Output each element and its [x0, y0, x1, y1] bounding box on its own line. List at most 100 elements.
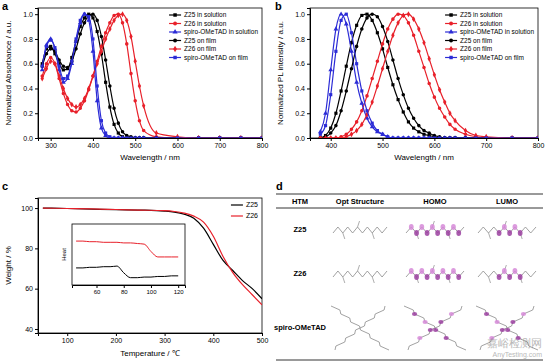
tick-label: 0.8: [295, 36, 305, 43]
tick: 120: [174, 285, 185, 295]
orbital-lobe: [513, 224, 518, 230]
marker: [218, 136, 221, 138]
axis: 0.00.20.40.60.81.0: [23, 9, 38, 142]
tick-mark: [35, 289, 38, 290]
molecule-sketch: [335, 306, 385, 350]
marker: [345, 134, 348, 138]
marker: [108, 135, 111, 138]
panel-label: d: [276, 180, 283, 192]
marker: [407, 136, 410, 138]
marker: [197, 136, 200, 138]
legend-label: Z26 in solution: [460, 20, 503, 27]
marker: [360, 27, 364, 31]
legend-label: spiro-OMeTAD in solution: [184, 28, 258, 36]
marker: [354, 80, 359, 84]
marker: [239, 136, 242, 138]
marker: [57, 73, 60, 79]
plot-area: [43, 208, 262, 305]
tick-label: 300: [45, 142, 57, 149]
legend-label: Z25 on film: [460, 37, 492, 44]
orbital-lobe: [414, 230, 419, 236]
tick-mark: [538, 138, 539, 141]
tick-mark: [178, 285, 179, 288]
molecule-branch: [372, 277, 374, 283]
series-line: [42, 14, 262, 138]
tick-label: 600: [429, 142, 441, 149]
series-line: [320, 14, 538, 138]
marker: [121, 136, 124, 138]
marker: [340, 89, 343, 92]
legend-marker: [448, 29, 453, 34]
marker: [108, 84, 112, 88]
orbital-lobe: [446, 274, 451, 280]
tick: 0.8: [295, 36, 310, 43]
marker: [70, 60, 73, 63]
legend-label: Z25 in solution: [460, 11, 503, 18]
tick-label: 400: [88, 142, 100, 149]
orbital-lobe: [441, 268, 446, 274]
axis-line: [35, 9, 39, 139]
tick-mark: [307, 113, 310, 114]
tick-mark: [116, 333, 117, 336]
marker: [448, 110, 451, 116]
marker: [239, 136, 242, 138]
orbital-lobe: [456, 230, 461, 236]
marker: [407, 11, 410, 17]
tick-label: 80: [121, 289, 128, 295]
marker: [142, 136, 146, 138]
marker: [95, 19, 99, 23]
orbital-lobe: [507, 230, 512, 236]
marker: [396, 77, 400, 81]
marker: [536, 136, 538, 138]
orbital-lobe: [497, 274, 502, 280]
legend-label: spiro-OMeTAD on film: [460, 54, 524, 62]
marker: [511, 136, 514, 138]
marker: [49, 39, 52, 42]
marker: [134, 136, 137, 138]
marker: [485, 136, 488, 138]
orbital-lobe: [433, 328, 438, 332]
marker: [197, 136, 201, 138]
legend-label: Z26 on film: [460, 45, 492, 52]
series-line: [42, 14, 262, 138]
axis-line: [39, 139, 263, 142]
orbital-lobe: [414, 274, 419, 280]
orbital-lobe: [417, 336, 422, 340]
marker: [396, 12, 400, 16]
marker: [41, 76, 44, 82]
molecule-sketch: [404, 306, 466, 350]
tick: 60: [94, 285, 101, 295]
marker: [371, 19, 374, 22]
plot-area: [40, 11, 262, 138]
orbital-lobe: [502, 268, 507, 274]
marker: [510, 136, 514, 138]
marker: [129, 72, 133, 76]
column-header: HOMO: [423, 197, 446, 206]
marker: [402, 12, 405, 18]
marker: [176, 134, 179, 138]
tick-mark: [35, 39, 38, 40]
marker: [365, 94, 369, 98]
marker: [397, 98, 400, 101]
marker: [70, 59, 74, 63]
marker: [155, 136, 158, 138]
orbital-lobe: [518, 230, 523, 236]
panel-label: b: [275, 0, 282, 12]
orbital-lobe: [451, 268, 456, 274]
tick-label: 0.6: [23, 60, 33, 67]
marker: [125, 17, 128, 23]
tick-label: 80: [25, 245, 33, 252]
tick: 0.6: [23, 60, 38, 67]
plot-frame: [310, 8, 538, 138]
tick: 600: [172, 138, 184, 149]
marker: [339, 11, 344, 15]
tick: 700: [214, 138, 226, 149]
orbital-lobe: [456, 274, 461, 280]
marker: [438, 87, 441, 93]
legend-marker: [172, 29, 177, 34]
axis: 6080100120: [73, 285, 186, 295]
marker: [260, 136, 262, 138]
marker: [66, 66, 70, 70]
series-line: [320, 14, 538, 138]
marker: [345, 13, 348, 16]
